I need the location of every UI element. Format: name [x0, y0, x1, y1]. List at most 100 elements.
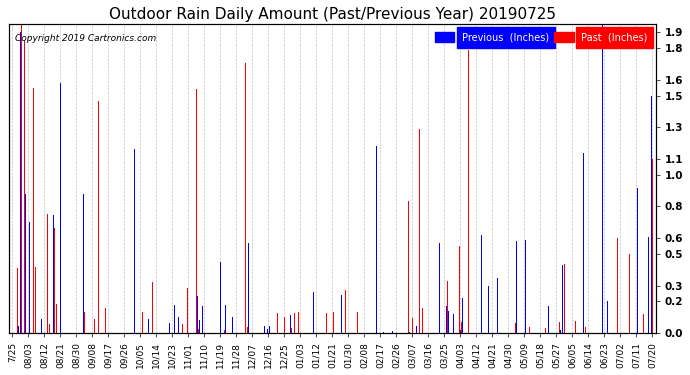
Bar — [123, 319, 124, 333]
Bar — [98, 100, 99, 333]
Bar — [56, 304, 57, 333]
Bar — [290, 328, 292, 333]
Bar — [49, 324, 50, 333]
Bar — [134, 149, 135, 333]
Bar — [617, 237, 618, 333]
Bar — [376, 146, 377, 333]
Bar — [50, 101, 51, 333]
Bar — [585, 327, 586, 333]
Bar — [83, 194, 84, 333]
Bar — [545, 328, 546, 333]
Bar — [196, 88, 197, 333]
Bar — [486, 266, 487, 333]
Bar — [178, 317, 179, 333]
Bar — [559, 322, 560, 333]
Bar — [416, 326, 417, 333]
Bar — [341, 295, 342, 333]
Bar — [386, 304, 387, 333]
Bar — [182, 324, 183, 333]
Bar — [357, 312, 358, 333]
Bar — [583, 153, 584, 333]
Bar — [560, 330, 561, 333]
Bar — [422, 308, 423, 333]
Bar — [225, 304, 226, 333]
Bar — [408, 201, 409, 333]
Bar — [513, 298, 514, 333]
Bar — [564, 264, 565, 333]
Bar — [157, 324, 158, 333]
Bar — [356, 325, 357, 333]
Bar — [421, 266, 422, 333]
Bar — [20, 32, 21, 333]
Legend: Previous  (Inches), Past  (Inches): Previous (Inches), Past (Inches) — [432, 29, 651, 45]
Bar — [383, 332, 384, 333]
Bar — [229, 286, 230, 333]
Bar — [248, 243, 249, 333]
Bar — [343, 304, 344, 333]
Bar — [29, 222, 30, 333]
Bar — [584, 328, 585, 333]
Bar — [267, 329, 268, 333]
Bar — [453, 315, 454, 333]
Bar — [198, 330, 199, 333]
Bar — [41, 320, 42, 333]
Bar — [604, 260, 605, 333]
Bar — [485, 318, 486, 333]
Bar — [515, 323, 516, 333]
Bar — [557, 327, 558, 333]
Bar — [35, 267, 36, 333]
Bar — [348, 322, 349, 333]
Bar — [529, 327, 530, 333]
Bar — [103, 266, 104, 333]
Bar — [439, 243, 440, 333]
Bar — [468, 50, 469, 333]
Bar — [446, 306, 447, 333]
Bar — [202, 306, 203, 333]
Bar — [470, 323, 471, 333]
Bar — [607, 301, 608, 333]
Bar — [38, 80, 39, 333]
Bar — [269, 326, 270, 333]
Bar — [105, 308, 106, 333]
Bar — [643, 314, 644, 333]
Bar — [409, 332, 410, 333]
Bar — [652, 159, 653, 333]
Bar — [298, 312, 299, 333]
Bar — [525, 240, 526, 333]
Bar — [520, 303, 521, 333]
Bar — [459, 246, 460, 333]
Bar — [152, 282, 153, 333]
Bar — [447, 281, 448, 333]
Title: Outdoor Rain Daily Amount (Past/Previous Year) 20190725: Outdoor Rain Daily Amount (Past/Previous… — [108, 7, 555, 22]
Bar — [53, 215, 54, 333]
Bar — [462, 298, 463, 333]
Bar — [516, 241, 517, 333]
Bar — [648, 237, 649, 333]
Bar — [313, 292, 314, 333]
Bar — [148, 320, 149, 333]
Bar — [629, 254, 630, 333]
Bar — [247, 327, 248, 333]
Bar — [481, 235, 482, 333]
Bar — [95, 269, 96, 333]
Bar — [345, 290, 346, 333]
Bar — [602, 24, 603, 333]
Bar — [24, 40, 25, 333]
Bar — [461, 322, 462, 333]
Bar — [47, 214, 48, 333]
Bar — [651, 96, 652, 333]
Bar — [17, 268, 18, 333]
Bar — [245, 63, 246, 333]
Bar — [460, 330, 461, 333]
Bar — [220, 262, 221, 333]
Bar — [412, 318, 413, 333]
Bar — [33, 88, 34, 333]
Bar — [114, 296, 115, 333]
Bar — [54, 228, 55, 333]
Bar — [84, 312, 85, 333]
Bar — [336, 301, 337, 333]
Text: Copyright 2019 Cartronics.com: Copyright 2019 Cartronics.com — [15, 34, 156, 43]
Bar — [548, 306, 549, 333]
Bar — [224, 330, 225, 333]
Bar — [169, 323, 170, 333]
